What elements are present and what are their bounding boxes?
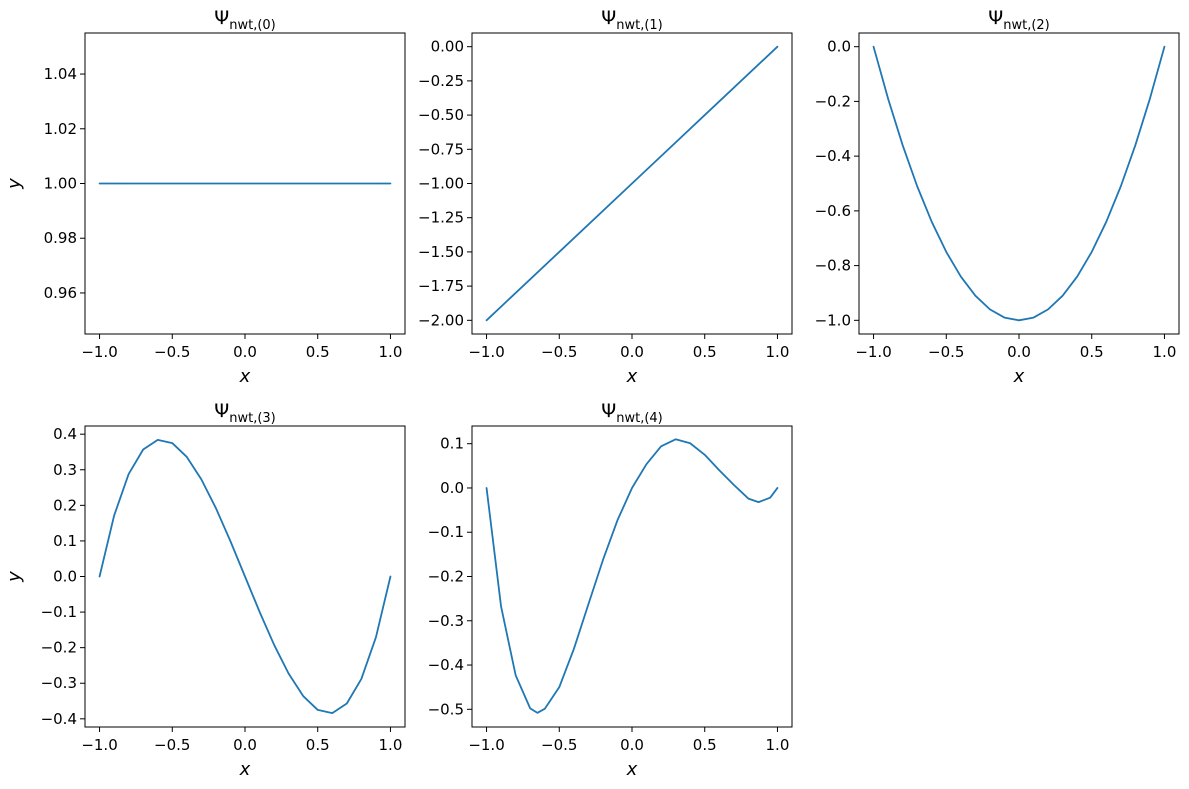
subplot-3: −1.0 −0.5 0.0 0.5 1.0 −0.4 −0.3 −0.2 −0.1 0.0 0.1 0… — [4, 400, 406, 780]
y-tick-label: −0.2 — [41, 639, 77, 657]
y-tick-label: −0.6 — [815, 202, 851, 220]
x-axis-label: x — [239, 366, 251, 387]
y-tick-label: 0.00 — [431, 38, 464, 56]
x-tick-label: 1.0 — [766, 343, 790, 361]
x-tick-label: −1.0 — [468, 736, 504, 754]
axes-frame — [471, 425, 793, 728]
y-tick-label: −0.1 — [41, 603, 77, 621]
y-tick-label: 0.0 — [53, 568, 77, 586]
x-tick-label: −1.0 — [855, 343, 891, 361]
y-tick-label: 0.3 — [53, 461, 77, 479]
x-tick-label: 0.5 — [306, 736, 330, 754]
x-tick-label: 0.5 — [306, 343, 330, 361]
y-axis-label: y — [4, 571, 25, 583]
y-tick-label: −0.3 — [428, 612, 464, 630]
series-line-1-0 — [485, 45, 779, 322]
y-tick-label: −0.4 — [41, 710, 77, 728]
x-tick-label: −1.0 — [81, 736, 117, 754]
x-axis-label: x — [239, 759, 251, 780]
y-tick-label: −0.75 — [418, 140, 464, 158]
y-tick-label: −0.4 — [428, 656, 464, 674]
y-axis-label: y — [4, 178, 25, 190]
y-tick-label: 1.00 — [44, 175, 77, 193]
x-tick-label: 1.0 — [1153, 343, 1177, 361]
y-tick-label: −0.50 — [418, 106, 464, 124]
x-tick-label: 0.0 — [1007, 343, 1031, 361]
x-tick-label: 0.0 — [233, 343, 257, 361]
y-tick-label: −0.25 — [418, 72, 464, 90]
y-tick-label: 0.0 — [440, 479, 464, 497]
y-tick-label: −0.5 — [428, 700, 464, 718]
x-tick-label: −0.5 — [928, 343, 964, 361]
subplot-title: Ψnwt,(1) — [601, 7, 662, 33]
subplot-title: Ψnwt,(2) — [988, 7, 1049, 33]
series-line-2-0 — [872, 45, 1166, 322]
y-tick-label: 1.04 — [44, 65, 77, 83]
x-tick-label: −0.5 — [154, 736, 190, 754]
y-tick-label: −2.00 — [418, 311, 464, 329]
y-tick-label: 0.4 — [53, 425, 77, 443]
subplot-title: Ψnwt,(3) — [214, 400, 275, 426]
x-tick-label: 0.0 — [620, 343, 644, 361]
x-tick-label: 1.0 — [379, 343, 403, 361]
y-tick-label: −1.25 — [418, 209, 464, 227]
y-tick-label: −1.0 — [815, 311, 851, 329]
y-tick-label: −1.75 — [418, 277, 464, 295]
y-tick-label: −0.8 — [815, 257, 851, 275]
series-line-4-0 — [485, 438, 779, 714]
y-tick-label: −0.2 — [428, 568, 464, 586]
x-tick-label: 0.5 — [693, 736, 717, 754]
subplot-title: Ψnwt,(4) — [601, 400, 662, 426]
x-tick-label: 0.5 — [1080, 343, 1104, 361]
y-tick-label: −0.4 — [815, 147, 851, 165]
x-axis-label: x — [1013, 366, 1025, 387]
y-tick-label: −1.50 — [418, 243, 464, 261]
y-tick-label: −0.3 — [41, 674, 77, 692]
y-tick-label: −0.1 — [428, 523, 464, 541]
y-tick-label: −1.00 — [418, 175, 464, 193]
series-line-3-0 — [98, 438, 392, 715]
y-tick-label: 0.98 — [44, 229, 77, 247]
x-tick-label: −0.5 — [154, 343, 190, 361]
x-tick-label: −1.0 — [81, 343, 117, 361]
x-axis-label: x — [626, 366, 638, 387]
y-tick-label: 0.1 — [53, 532, 77, 550]
subplot-0: −1.0 −0.5 0.0 0.5 1.0 0.96 0.98 1.00 1.02 1.04 x y Ψ… — [4, 7, 406, 387]
x-tick-label: −0.5 — [541, 736, 577, 754]
subplot-2: −1.0 −0.5 0.0 0.5 1.0 −1.0 −0.8 −0.6 −0.4 −0.2 0.0… — [815, 7, 1180, 387]
axes-frame — [858, 32, 1180, 335]
y-tick-label: 1.02 — [44, 120, 77, 138]
x-tick-label: 0.5 — [693, 343, 717, 361]
x-tick-label: 0.0 — [620, 736, 644, 754]
x-tick-label: 0.0 — [233, 736, 257, 754]
subplot-1: −1.0 −0.5 0.0 0.5 1.0 −2.00 −1.75 −1.50 −1.25 −1.… — [418, 7, 793, 387]
subplot-4: −1.0 −0.5 0.0 0.5 1.0−0.5−0.4−0.3−0.2−0.10.0… — [428, 400, 793, 780]
x-axis-label: x — [626, 759, 638, 780]
x-tick-label: 1.0 — [379, 736, 403, 754]
y-tick-label: 0.2 — [53, 496, 77, 514]
y-tick-label: 0.1 — [440, 435, 464, 453]
x-tick-label: −1.0 — [468, 343, 504, 361]
subplot-title: Ψnwt,(0) — [214, 7, 275, 33]
x-tick-label: 1.0 — [766, 736, 790, 754]
x-tick-label: −0.5 — [541, 343, 577, 361]
y-tick-label: −0.2 — [815, 92, 851, 110]
y-tick-label: 0.0 — [827, 38, 851, 56]
y-tick-label: 0.96 — [44, 284, 77, 302]
